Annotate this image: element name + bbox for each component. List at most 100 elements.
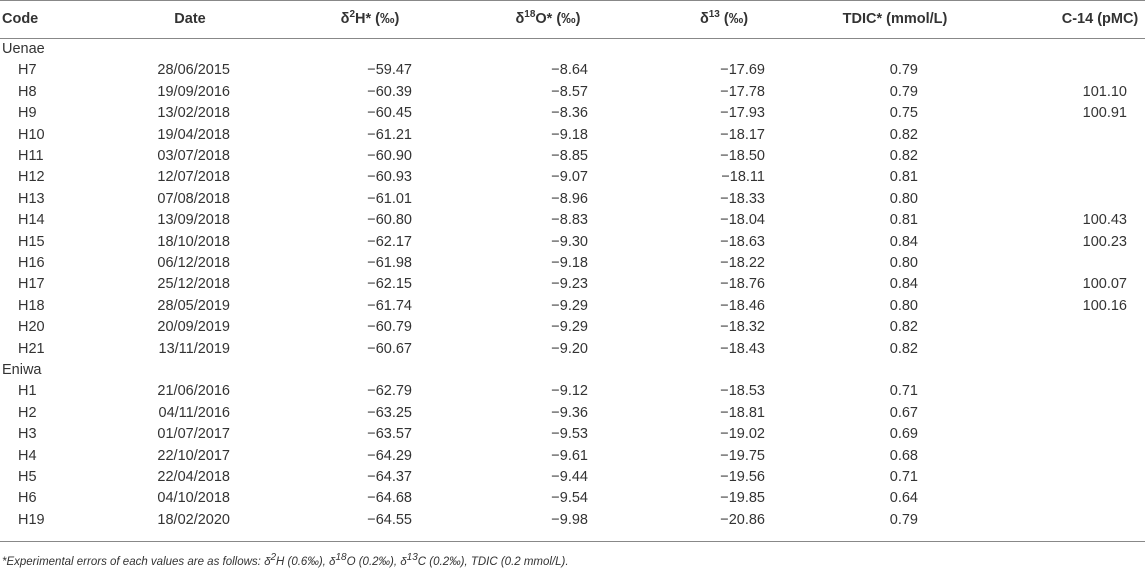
table-cell: −60.93 [367,169,412,186]
table-cell: −9.54 [551,490,588,507]
table-cell: −20.86 [720,511,765,528]
table-cell: −19.56 [720,469,765,485]
table-cell: 100.23 [1082,233,1127,250]
table-cell: −9.07 [551,169,588,186]
table-cell: −62.15 [367,276,412,293]
row-code: H6 [18,490,37,507]
table-cell: −8.64 [551,62,588,79]
row-code: H11 [18,148,44,164]
table-cell: 18/02/2020 [157,511,230,528]
row-code: H2 [18,404,37,421]
group-label: Uenae [2,41,45,57]
text-segment: C (0.2‰), TDIC (0.2 mmol/L). [417,556,569,568]
table-cell: −9.36 [551,404,588,421]
table-cell: 0.82 [889,126,918,143]
table-cell: −9.18 [551,255,588,271]
row-code: H14 [18,212,45,229]
table-cell: −9.20 [551,340,588,357]
table-cell: −18.32 [720,319,765,336]
table-cell: −9.23 [551,276,588,293]
table-cell: −62.79 [367,383,412,400]
table-cell: 03/07/2018 [157,148,230,164]
column-header: δ18O* (‰) [515,9,580,29]
row-code: H16 [18,255,45,271]
table-cell: −60.45 [367,105,412,122]
bottom-rule [0,541,1145,542]
column-header: C-14 (pMC) [1062,9,1139,29]
text-segment: Date [174,11,206,27]
table-cell: −61.98 [367,255,412,271]
table-cell: 0.67 [889,404,918,421]
text-segment: *Experimental errors of each values are … [2,556,271,568]
table-cell: −8.57 [551,83,588,100]
row-code: H9 [18,105,37,122]
table-cell: 0.82 [889,148,918,164]
text-segment: O (0.2‰), δ [346,556,407,568]
table-cell: −60.67 [367,340,412,357]
footnote: *Experimental errors of each values are … [2,553,569,568]
table-cell: 28/06/2015 [157,62,230,79]
table-cell: 19/04/2018 [157,126,230,143]
text-segment: H* (‰) [355,11,400,27]
table-cell: −8.85 [551,148,588,164]
table-cell: 12/07/2018 [157,169,230,186]
superscript: 18 [335,552,347,564]
superscript: 13 [708,9,720,21]
text-segment: C-14 (pMC) [1061,11,1139,27]
table-cell: −19.85 [720,490,765,507]
table-cell: 0.68 [889,447,918,464]
superscript: 2 [270,552,277,564]
text-segment: δ [699,11,709,27]
table-cell: 0.75 [889,105,918,122]
row-code: H10 [18,126,45,143]
row-code: H7 [18,62,37,79]
table-cell: −64.29 [367,447,412,464]
table-cell: −18.17 [720,126,765,143]
table-cell: 0.80 [889,190,918,207]
table-cell: 04/11/2016 [158,404,231,421]
table-cell: 0.79 [889,511,918,528]
table-cell: −18.11 [721,169,765,186]
table-cell: 13/09/2018 [157,212,230,229]
row-code: H8 [18,83,37,100]
table-cell: 0.81 [889,212,918,229]
table-cell: −18.81 [720,404,765,421]
table-cell: 0.79 [889,83,918,100]
table-cell: −60.90 [367,148,412,164]
table-cell: −8.83 [551,212,588,229]
text-segment: H (0.6‰), δ [276,556,336,568]
table-cell: 100.43 [1082,212,1127,229]
table-cell: −61.21 [367,126,412,143]
table-cell: −60.79 [367,319,412,336]
text-segment: TDIC* (mmol/L) [842,11,948,27]
table-cell: 21/06/2016 [157,383,230,400]
table-cell: −62.17 [367,233,412,250]
table-cell: 0.82 [889,340,918,357]
table-cell: −8.36 [551,105,588,122]
row-code: H3 [18,426,37,443]
table-cell: −9.18 [551,126,588,143]
table-cell: −63.25 [367,404,412,421]
table-cell: 22/10/2017 [157,447,230,464]
row-code: H1 [18,383,37,400]
table-cell: −61.01 [367,190,412,207]
table-cell: 13/02/2018 [157,105,230,122]
table-cell: 22/04/2018 [157,469,230,485]
superscript: 13 [406,552,418,564]
column-header: TDIC* (mmol/L) [843,9,948,29]
table-cell: 28/05/2019 [157,297,230,314]
table-cell: 01/07/2017 [157,426,230,443]
table-cell: −60.39 [367,83,412,100]
superscript: 18 [524,9,536,21]
group-label: Eniwa [2,362,42,378]
row-code: H21 [18,340,45,357]
column-header: Code [2,9,38,29]
table-cell: 0.64 [889,490,918,507]
table-cell: −17.69 [720,62,765,79]
table-cell: −17.78 [720,83,765,100]
text-segment: (‰) [719,11,749,27]
table-cell: −18.76 [720,276,765,293]
table-cell: −9.98 [551,511,588,528]
header-rule [0,38,1145,39]
